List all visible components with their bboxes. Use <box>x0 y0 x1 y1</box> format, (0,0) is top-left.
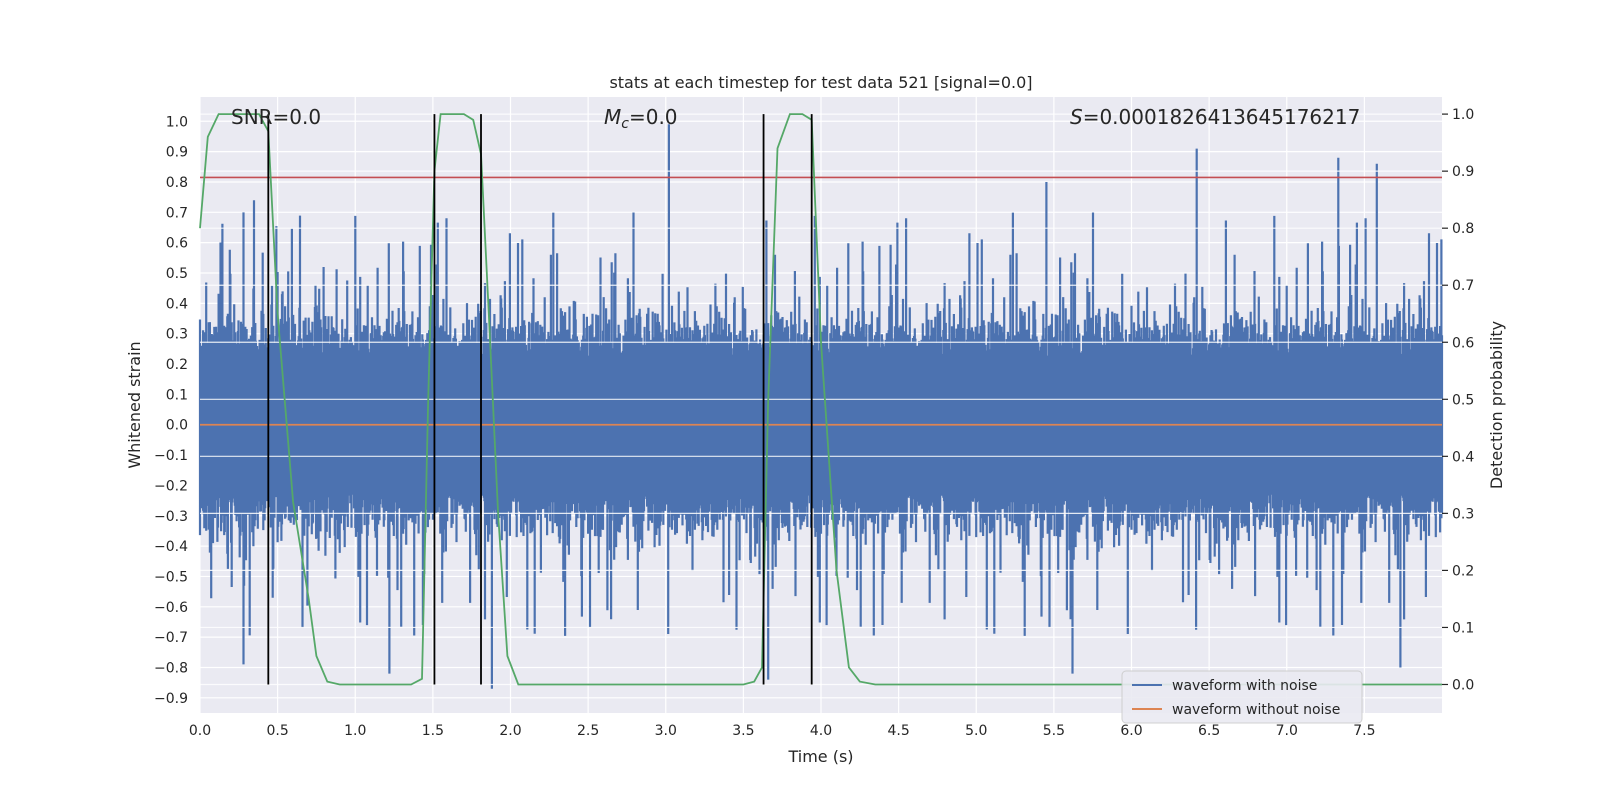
x-tick-label: 7.5 <box>1353 723 1375 739</box>
y2-tick-label: 0.1 <box>1452 620 1474 636</box>
legend: waveform with noise waveform without noi… <box>1121 670 1363 724</box>
annotation-s-value: =0.0001826413645176217 <box>1083 105 1361 129</box>
y2-tick-label: 0.4 <box>1452 449 1474 465</box>
y2-tick-label: 0.7 <box>1452 278 1474 294</box>
chart-title: stats at each timestep for test data 521… <box>609 73 1032 92</box>
y2-tick-label: 0.2 <box>1452 563 1474 579</box>
x-tick-label: 7.0 <box>1276 723 1298 739</box>
y-tick-label: −0.4 <box>154 539 188 555</box>
y-tick-label: 1.0 <box>166 114 188 130</box>
y-tick-label: 0.7 <box>166 205 188 221</box>
y-tick-label: 0.3 <box>166 327 188 343</box>
y-axis-label: Whitened strain <box>125 341 144 468</box>
annotation-mc-value: =0.0 <box>629 105 678 129</box>
x-tick-label: 5.5 <box>1043 723 1065 739</box>
y2-axis-label: Detection probability <box>1487 321 1506 489</box>
x-tick-label: 5.0 <box>965 723 987 739</box>
annotation-s: S=0.0001826413645176217 <box>1070 105 1360 129</box>
y-tick-label: 0.8 <box>166 175 188 191</box>
y-tick-label: 0.4 <box>166 296 188 312</box>
y2-tick-label: 0.5 <box>1452 392 1474 408</box>
y-tick-label: −0.2 <box>154 478 188 494</box>
y-tick-label: 0.6 <box>166 236 188 252</box>
x-tick-label: 0.0 <box>189 723 211 739</box>
y2-tick-label: 1.0 <box>1452 107 1474 123</box>
x-tick-label: 2.5 <box>577 723 599 739</box>
detection-probability-line <box>199 113 1442 686</box>
y-tick-label: −0.9 <box>154 691 188 707</box>
legend-label-waveform-without-noise: waveform without noise <box>1172 702 1340 718</box>
x-tick-label: 3.5 <box>732 723 754 739</box>
x-tick-label: 1.5 <box>422 723 444 739</box>
x-axis-label: Time (s) <box>787 747 853 766</box>
y2-tick-label: 0.9 <box>1452 164 1474 180</box>
y2-tick-label: 0.3 <box>1452 506 1474 522</box>
ticks: 0.0 0.5 1.0 1.5 2.0 2.5 3.0 3.5 4.0 4.5 5.0 5.5 6.0 6… <box>154 107 1474 739</box>
x-tick-label: 6.0 <box>1120 723 1142 739</box>
y-tick-label: 0.2 <box>166 357 188 373</box>
x-tick-label: 3.0 <box>655 723 677 739</box>
x-tick-label: 6.5 <box>1198 723 1220 739</box>
overlay-lines <box>199 113 1442 686</box>
y-tick-label: −0.8 <box>154 660 188 676</box>
annotation-s-symbol: S <box>1070 105 1083 129</box>
y-tick-label: −0.1 <box>154 448 188 464</box>
y-tick-label: 0.1 <box>166 387 188 403</box>
annotation-snr: SNR=0.0 <box>231 105 321 129</box>
annotation-chirp-mass: Mc=0.0 <box>604 105 678 132</box>
x-tick-label: 4.5 <box>887 723 909 739</box>
y2-tick-label: 0.8 <box>1452 221 1474 237</box>
y-tick-label: −0.6 <box>154 600 188 616</box>
x-tick-label: 1.0 <box>344 723 366 739</box>
annotation-mc-symbol: M <box>604 105 621 129</box>
y-tick-label: 0.5 <box>166 266 188 282</box>
y-tick-label: −0.5 <box>154 569 188 585</box>
annotation-mc-subscript: c <box>621 116 629 132</box>
y-tick-label: −0.7 <box>154 630 188 646</box>
y2-tick-label: 0.0 <box>1452 677 1474 693</box>
y2-tick-label: 0.6 <box>1452 335 1474 351</box>
legend-box <box>1121 670 1363 724</box>
x-tick-label: 2.0 <box>499 723 521 739</box>
y-tick-label: −0.3 <box>154 509 188 525</box>
y-tick-label: 0.9 <box>166 145 188 161</box>
x-tick-label: 4.0 <box>810 723 832 739</box>
x-tick-label: 0.5 <box>266 723 288 739</box>
legend-label-waveform-with-noise: waveform with noise <box>1172 678 1317 694</box>
y-tick-label: 0.0 <box>166 418 188 434</box>
